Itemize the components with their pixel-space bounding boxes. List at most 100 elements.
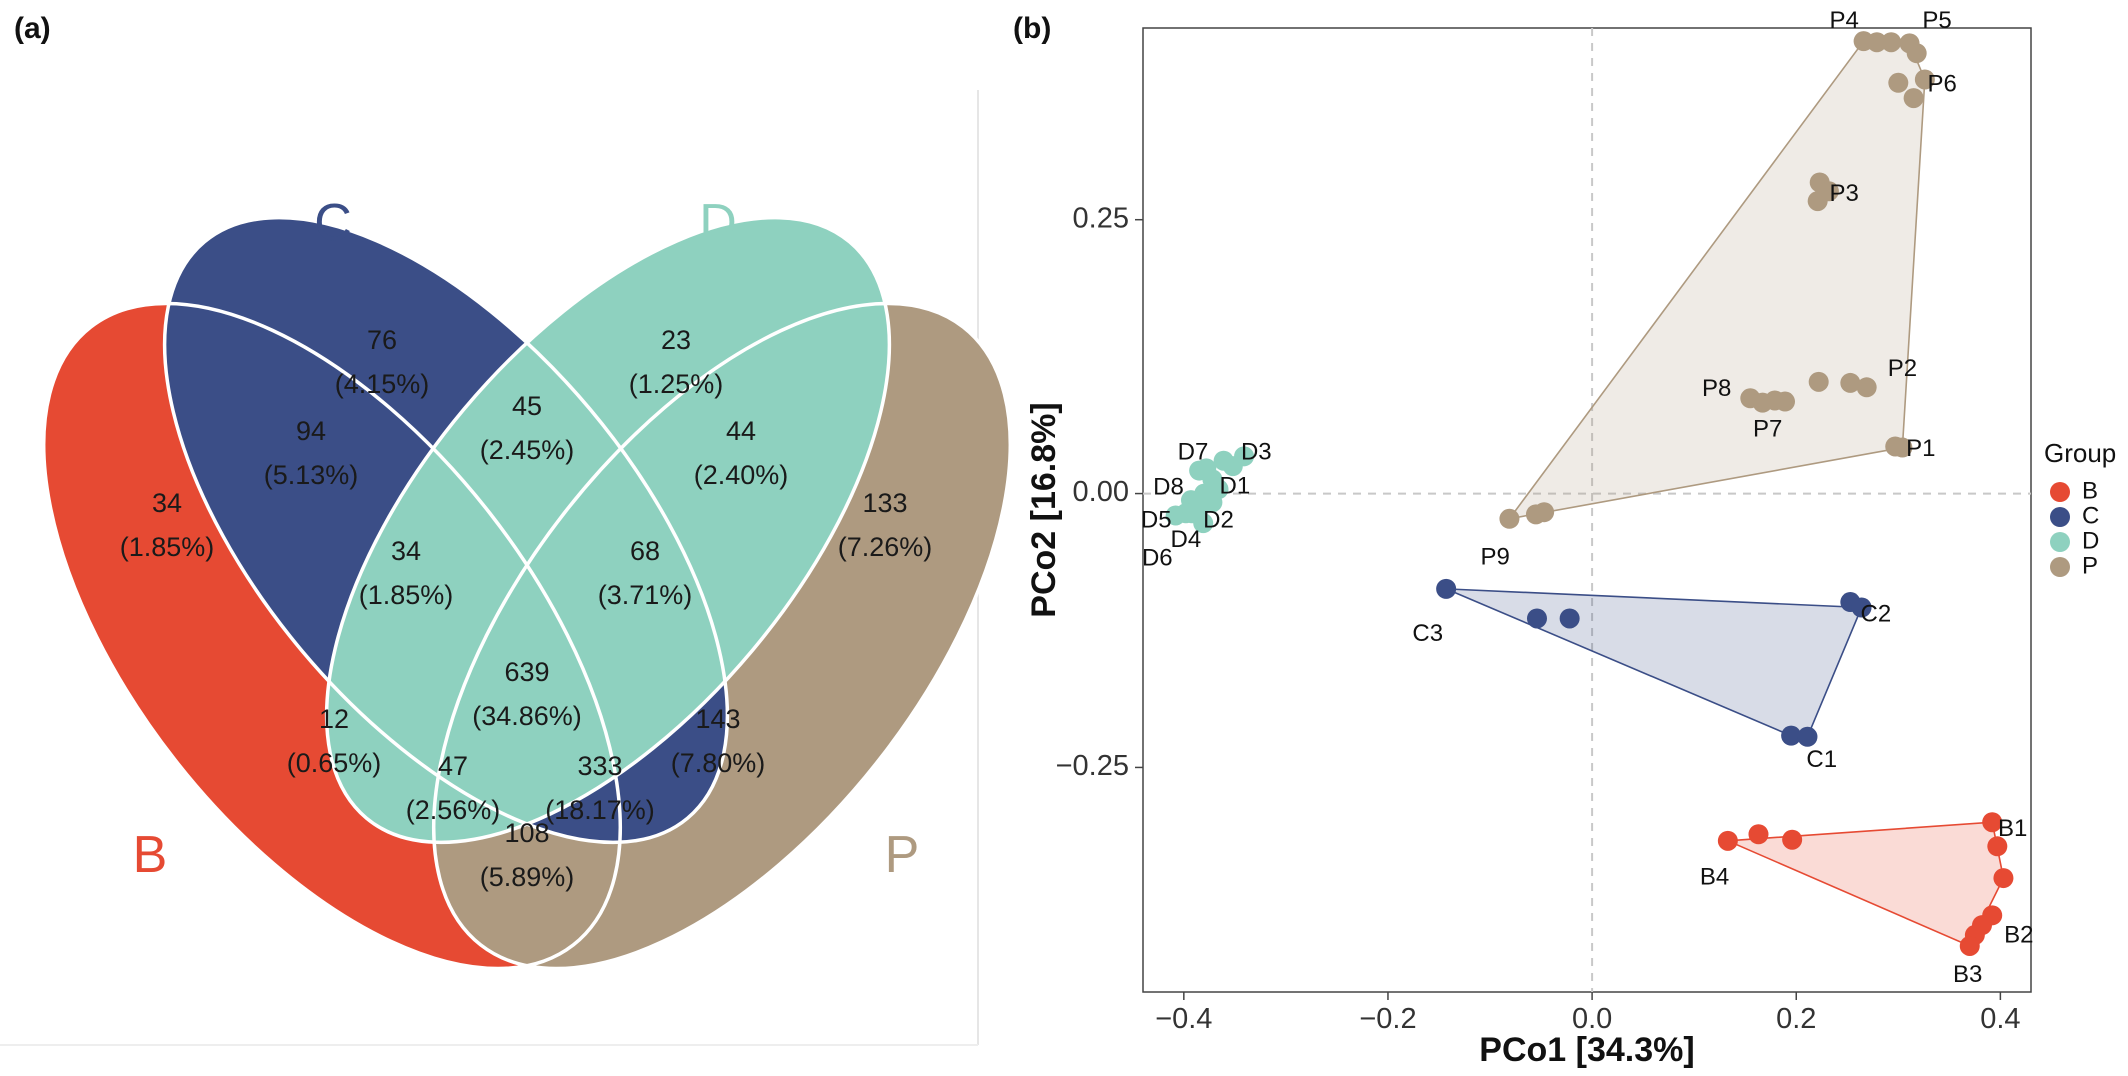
venn-region-cp-pct: (7.80%) (671, 748, 766, 778)
point-label-d2: D2 (1203, 506, 1234, 533)
venn-region-bcdp-pct: (34.86%) (472, 701, 582, 731)
venn-region-cd-pct: (2.45%) (480, 435, 575, 465)
point-b-3 (1782, 829, 1803, 850)
venn-ellipse-b-outline (42, 301, 622, 971)
point-d-13 (1181, 503, 1202, 524)
point-label-b3: B3 (1953, 961, 1982, 988)
point-c-5 (1851, 597, 1872, 618)
point-p-8 (1903, 88, 1924, 109)
point-c-1 (1436, 578, 1457, 599)
venn-region-bcp-pct: (18.17%) (545, 795, 655, 825)
venn-region-d-count: 23 (661, 325, 691, 355)
venn-region-cp-count: 143 (695, 704, 740, 734)
y-tick-label: 0.00 (1073, 476, 1129, 508)
point-p-3 (1881, 32, 1902, 53)
point-p-6 (1888, 72, 1909, 93)
x-axis-title: PCo1 [34.3%] (1479, 1031, 1694, 1069)
point-p-13 (1840, 372, 1861, 393)
point-c-6 (1781, 725, 1802, 746)
y-axis: −0.25 0.00 0.25 (1056, 202, 1143, 782)
venn-region-b-count: 34 (152, 488, 182, 518)
point-label-c2: C2 (1861, 601, 1892, 628)
point-label-b4: B4 (1700, 863, 1729, 890)
panel-b-label: (b) (1013, 12, 1052, 45)
legend-label-d: D (2082, 527, 2099, 554)
point-label-p9: P9 (1480, 544, 1509, 571)
point-d-15 (1202, 492, 1223, 513)
legend-label-c: C (2082, 502, 2099, 529)
point-p-21 (1499, 508, 1520, 529)
point-label-p3: P3 (1830, 180, 1859, 207)
venn-diagram: C D B P 76 (4.15%) 23 (1.25%) 94 (5.13%)… (42, 194, 1012, 971)
point-d-14 (1213, 450, 1234, 471)
point-c-7 (1797, 726, 1818, 747)
point-label-p8: P8 (1702, 375, 1731, 402)
point-label-c1: C1 (1806, 746, 1837, 773)
point-label-d1: D1 (1220, 472, 1251, 499)
venn-region-bp-pct: (5.89%) (480, 862, 575, 892)
point-p-5 (1906, 43, 1927, 64)
point-b-4 (1982, 812, 2003, 833)
point-label-p4: P4 (1830, 7, 1859, 34)
point-d-4 (1234, 446, 1255, 467)
point-label-d4: D4 (1171, 526, 1202, 553)
x-tick-label: −0.2 (1359, 1003, 1416, 1035)
venn-region-bd-pct: (0.65%) (287, 748, 382, 778)
venn-region-bcdp-count: 639 (504, 657, 549, 687)
venn-ellipse-d (326, 217, 890, 843)
point-c-2 (1526, 608, 1547, 629)
venn-region-dp-pct: (2.40%) (694, 460, 789, 490)
x-tick-label: 0.4 (1980, 1003, 2020, 1035)
x-tick-label: 0.0 (1572, 1003, 1612, 1035)
venn-region-c-count: 76 (367, 325, 397, 355)
point-d-11 (1165, 505, 1186, 526)
legend-label-b: B (2082, 477, 2098, 504)
legend-title: Group (2044, 438, 2116, 468)
y-axis-title: PCo2 [16.8%] (1025, 402, 1063, 617)
x-tick-label: −0.4 (1155, 1003, 1212, 1035)
y-tick-label: −0.25 (1056, 750, 1129, 782)
point-label-b2: B2 (2004, 921, 2033, 948)
panel-a-label: (a) (14, 12, 51, 45)
point-b-6 (1993, 868, 2014, 889)
point-label-b1: B1 (1998, 815, 2027, 842)
point-p-18 (1775, 391, 1796, 412)
venn-ellipse-c-outline (162, 215, 730, 845)
legend-swatch-b (2050, 482, 2070, 502)
venn-region-bp-count: 108 (504, 818, 549, 848)
plot-panel-border (1142, 27, 2032, 993)
reference-lines (1143, 28, 2031, 992)
venn-set-label-d: D (699, 194, 737, 252)
point-label-c3: C3 (1412, 620, 1443, 647)
point-p-7 (1914, 69, 1935, 90)
venn-region-p-pct: (7.26%) (838, 532, 933, 562)
venn-region-bcd-pct: (1.85%) (359, 580, 454, 610)
point-label-d6: D6 (1142, 545, 1173, 572)
x-tick-label: 0.2 (1776, 1003, 1816, 1035)
venn-region-bdp-count: 47 (438, 751, 468, 781)
venn-region-b-pct: (1.85%) (120, 532, 215, 562)
venn-region-bc-count: 94 (296, 416, 326, 446)
venn-region-cdp-count: 68 (630, 536, 660, 566)
point-b-10 (1959, 935, 1980, 956)
venn-region-dp-count: 44 (726, 416, 756, 446)
point-b-2 (1748, 824, 1769, 845)
point-b-5 (1987, 836, 2008, 857)
legend-label-p: P (2082, 552, 2098, 579)
venn-region-bcp-count: 333 (577, 751, 622, 781)
venn-set-label-p: P (885, 826, 920, 884)
data-points (1165, 31, 2014, 956)
venn-region-c-pct: (4.15%) (335, 369, 430, 399)
point-c-3 (1559, 608, 1580, 629)
point-label-d8: D8 (1153, 473, 1184, 500)
point-p-20 (1892, 437, 1913, 458)
venn-region-d-pct: (1.25%) (629, 369, 724, 399)
point-p-12 (1808, 371, 1829, 392)
point-p-2 (1866, 32, 1887, 53)
point-label-d3: D3 (1241, 438, 1272, 465)
venn-set-label-b: B (133, 826, 168, 884)
venn-ellipse-d-outline (324, 215, 892, 845)
venn-region-bd-count: 12 (319, 704, 349, 734)
